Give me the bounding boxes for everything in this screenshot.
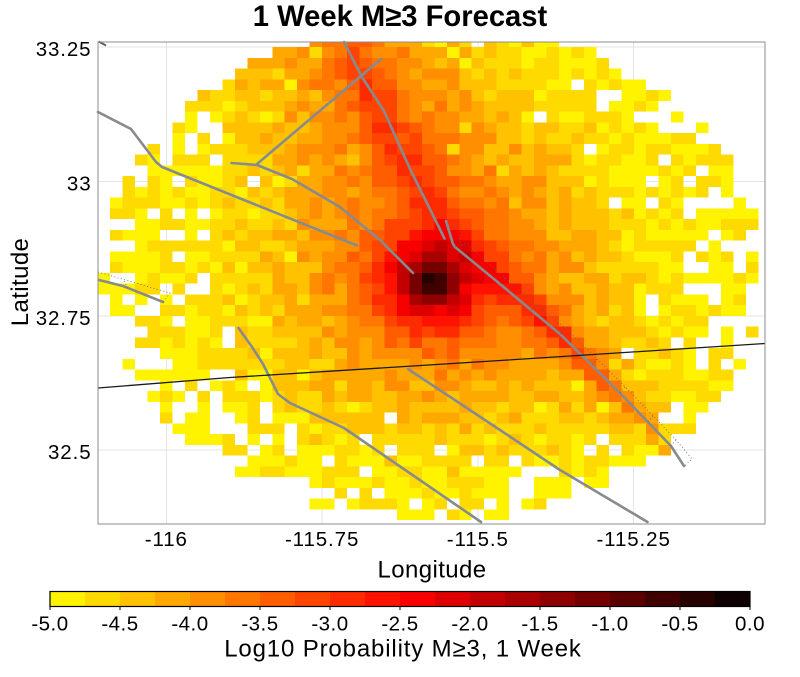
svg-text:33: 33 (67, 172, 92, 195)
svg-text:-4.0: -4.0 (171, 613, 208, 636)
svg-text:-116: -116 (145, 528, 188, 551)
svg-text:-5.0: -5.0 (31, 613, 68, 636)
svg-text:-115.25: -115.25 (596, 528, 670, 551)
svg-text:Log10 Probability M≥3, 1 Week: Log10 Probability M≥3, 1 Week (224, 636, 582, 663)
svg-text:-2.5: -2.5 (381, 613, 418, 636)
svg-text:-4.5: -4.5 (101, 613, 138, 636)
svg-text:33.25: 33.25 (36, 38, 92, 61)
svg-text:-3.0: -3.0 (311, 613, 348, 636)
svg-text:-1.5: -1.5 (521, 613, 558, 636)
svg-text:Latitude: Latitude (7, 238, 34, 327)
svg-text:-115.5: -115.5 (447, 528, 509, 551)
svg-text:Longitude: Longitude (377, 557, 486, 584)
svg-text:-1.0: -1.0 (591, 613, 628, 636)
svg-text:-2.0: -2.0 (451, 613, 488, 636)
svg-text:1 Week M≥3 Forecast: 1 Week M≥3 Forecast (253, 1, 548, 33)
svg-text:0.0: 0.0 (735, 613, 765, 636)
svg-text:-3.5: -3.5 (241, 613, 278, 636)
svg-text:-115.75: -115.75 (285, 528, 359, 551)
svg-text:-0.5: -0.5 (661, 613, 698, 636)
svg-text:32.75: 32.75 (36, 307, 92, 330)
svg-text:32.5: 32.5 (48, 441, 92, 464)
